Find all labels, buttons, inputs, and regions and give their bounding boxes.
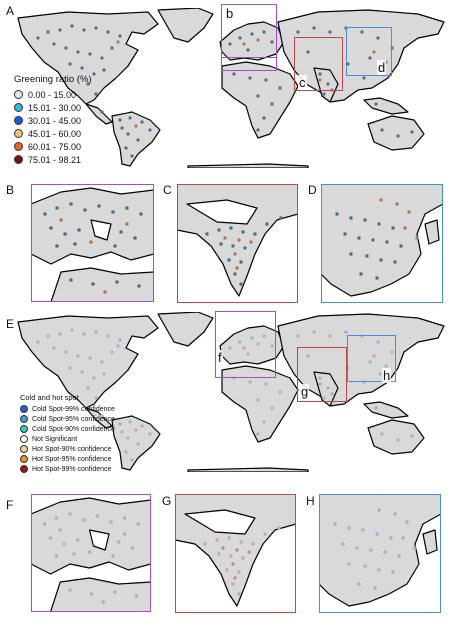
legend-greening-title: Greening ratio (%) — [14, 74, 92, 85]
inset-frame-g — [175, 494, 296, 613]
inset-frame-c — [177, 184, 298, 303]
inset-box-india-a — [294, 37, 343, 91]
inset-label-g: g — [300, 384, 310, 399]
panel-label-h: H — [306, 494, 315, 508]
legend_greening-swatch — [14, 103, 23, 112]
legend_hotspot-swatch — [20, 415, 28, 423]
inset-label-d: d — [377, 60, 387, 75]
inset-map-east-asia-greening — [321, 184, 443, 303]
legend_greening-swatch — [14, 155, 23, 164]
inset-box-europe-a — [221, 4, 277, 58]
legend_greening-swatch — [14, 142, 23, 151]
panel-label-d: D — [308, 183, 317, 197]
legend_greening-item: 45.01 - 60.00 — [14, 127, 92, 140]
legend_hotspot-item: Cold Spot-95% confidence — [20, 414, 115, 424]
panel-label-a: A — [6, 4, 15, 18]
legend_hotspot-label: Not Significant — [32, 435, 78, 443]
legend_greening-label: 75.01 - 98.21 — [28, 154, 82, 165]
inset-box-east-asia-e — [347, 335, 396, 382]
legend_hotspot-swatch — [20, 445, 28, 453]
legend_hotspot-swatch — [20, 435, 28, 443]
legend_hotspot-label: Cold Spot-95% confidence — [32, 415, 115, 423]
legend_hotspot-label: Hot Spot-99% confidence — [32, 465, 112, 473]
legend-hotspot: Cold and hot spot Cold Spot-99% confiden… — [20, 393, 115, 474]
legend_hotspot-item: Hot Spot-90% confidence — [20, 444, 115, 454]
legend-greening-ratio: Greening ratio (%) 0.00 - 15.00 15.01 - 3… — [14, 74, 92, 166]
inset-box-europe-a-lower — [221, 55, 277, 71]
legend_hotspot-item: Cold Spot-99% confidence — [20, 404, 115, 414]
legend_greening-label: 0.00 - 15.00 — [28, 89, 77, 100]
inset-frame-f — [31, 494, 151, 612]
panel-label-f: F — [6, 498, 14, 512]
legend_greening-item: 60.01 - 75.00 — [14, 140, 92, 153]
inset-map-europe-hotspot — [31, 494, 151, 612]
inset-map-europe-greening — [31, 184, 154, 302]
inset-box-east-asia-a — [346, 27, 392, 76]
inset-map-india-hotspot — [175, 494, 296, 613]
inset-box-europe-e — [215, 311, 276, 378]
panel-label-g: G — [162, 494, 172, 508]
legend_greening-label: 30.01 - 45.00 — [28, 115, 82, 126]
legend_greening-item: 0.00 - 15.00 — [14, 88, 92, 101]
inset-box-india-e — [297, 347, 347, 402]
inset-label-c: c — [298, 75, 307, 90]
legend_hotspot-label: Hot Spot-95% confidence — [32, 455, 112, 463]
legend_hotspot-label: Hot Spot-90% confidence — [32, 445, 112, 453]
legend_greening-label: 15.01 - 30.00 — [28, 102, 82, 113]
legend_hotspot-item: Not Significant — [20, 434, 115, 444]
legend_hotspot-swatch — [20, 465, 28, 473]
inset-frame-b — [31, 184, 154, 302]
inset-label-b: b — [225, 6, 235, 21]
legend_hotspot-item: Hot Spot-95% confidence — [20, 454, 115, 464]
legend_hotspot-label: Cold Spot-90% confidence — [32, 425, 115, 433]
legend_hotspot-item: Hot Spot-99% confidence — [20, 464, 115, 474]
legend_hotspot-label: Cold Spot-99% confidence — [32, 405, 115, 413]
legend_greening-label: 45.01 - 60.00 — [28, 128, 82, 139]
legend_hotspot-swatch — [20, 455, 28, 463]
legend_greening-swatch — [14, 116, 23, 125]
legend_hotspot-item: Cold Spot-90% confidence — [20, 424, 115, 434]
inset-map-east-asia-hotspot — [319, 494, 441, 613]
legend_greening-item: 30.01 - 45.00 — [14, 114, 92, 127]
inset-map-india-greening — [177, 184, 298, 303]
legend_hotspot-swatch — [20, 405, 28, 413]
inset-frame-h — [319, 494, 441, 613]
legend_greening-item: 15.01 - 30.00 — [14, 101, 92, 114]
legend_greening-swatch — [14, 129, 23, 138]
legend_greening-item: 75.01 - 98.21 — [14, 153, 92, 166]
inset-label-f: f — [217, 350, 223, 365]
panel-label-b: B — [6, 183, 15, 197]
legend-hotspot-title: Cold and hot spot — [20, 393, 79, 402]
panel-label-e: E — [6, 317, 15, 331]
inset-frame-d — [321, 184, 443, 303]
inset-label-h: h — [382, 368, 392, 383]
panel-label-c: C — [163, 183, 172, 197]
legend_hotspot-swatch — [20, 425, 28, 433]
legend_greening-swatch — [14, 90, 23, 99]
legend_greening-label: 60.01 - 75.00 — [28, 141, 82, 152]
